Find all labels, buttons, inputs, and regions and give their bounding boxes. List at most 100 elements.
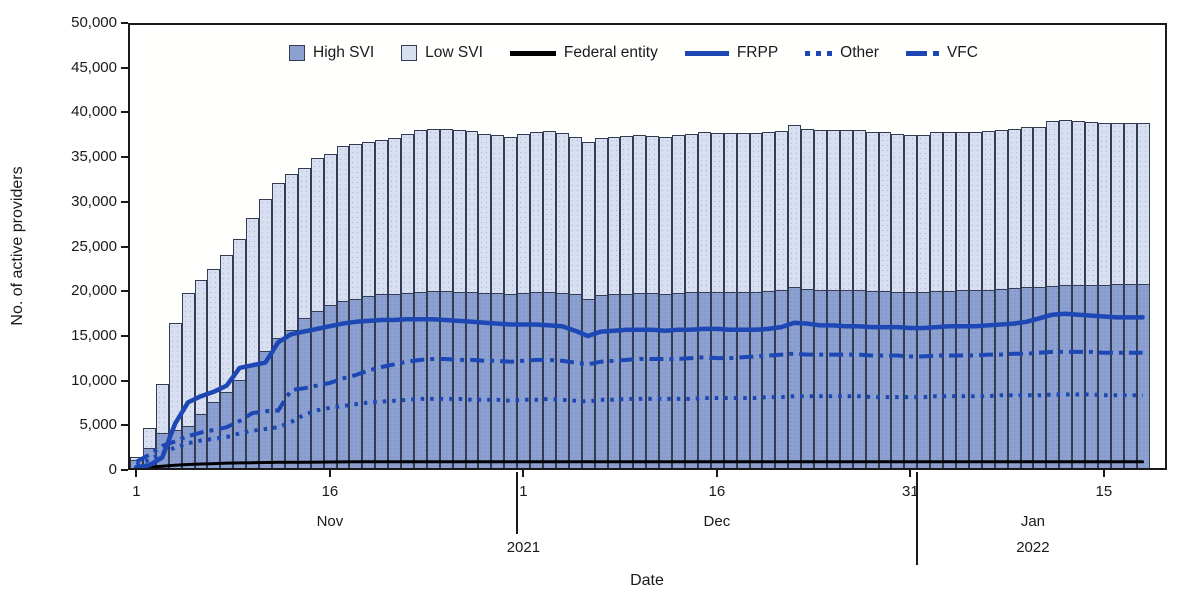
bar-day-2021-12-22 bbox=[788, 125, 802, 468]
legend-item-other: Other bbox=[805, 44, 879, 62]
bar-high-segment bbox=[930, 290, 944, 468]
bar-day-2021-11-10 bbox=[246, 218, 260, 468]
y-tick-label: 25,000 bbox=[71, 237, 117, 255]
bar-day-2021-11-18 bbox=[349, 143, 363, 468]
bar-high-segment bbox=[697, 291, 711, 468]
y-tick-label: 20,000 bbox=[71, 282, 117, 300]
bar-high-segment bbox=[504, 293, 518, 468]
bar-day-2021-12-30 bbox=[891, 134, 905, 468]
bar-day-2021-12-11 bbox=[646, 135, 660, 468]
bar-day-2022-01-05 bbox=[968, 132, 982, 468]
bar-day-2021-12-04 bbox=[555, 133, 569, 468]
bar-high-segment bbox=[1110, 283, 1124, 468]
bar-high-segment bbox=[568, 294, 582, 468]
bar-day-2022-01-17 bbox=[1123, 123, 1137, 468]
bar-high-segment bbox=[1033, 287, 1047, 468]
bar-high-segment bbox=[375, 294, 389, 468]
year-label: 2022 bbox=[1016, 539, 1050, 556]
bar-day-2021-12-26 bbox=[839, 129, 853, 468]
bar-day-2021-11-15 bbox=[310, 157, 324, 468]
x-tick-label: 16 bbox=[708, 483, 726, 500]
year-label: 2021 bbox=[506, 539, 541, 556]
y-tick-label: 5,000 bbox=[79, 416, 117, 434]
bar-day-2021-11-04 bbox=[168, 322, 182, 468]
bar-high-segment bbox=[801, 289, 815, 468]
bar-day-2022-01-02 bbox=[930, 132, 944, 468]
bar-day-2021-12-20 bbox=[762, 132, 776, 468]
bar-high-segment bbox=[594, 295, 608, 468]
plot-area bbox=[128, 23, 1167, 470]
bar-day-2021-12-27 bbox=[852, 130, 866, 468]
bar-day-2021-11-28 bbox=[478, 134, 492, 468]
bar-day-2021-12-01 bbox=[517, 134, 531, 468]
bar-day-2021-12-03 bbox=[543, 131, 556, 468]
bar-day-2021-11-09 bbox=[233, 239, 247, 468]
bar-day-2021-11-02 bbox=[142, 428, 156, 468]
y-tick-label: 50,000 bbox=[71, 14, 117, 31]
bar-high-segment bbox=[1123, 283, 1137, 468]
y-tick-label: 35,000 bbox=[71, 148, 117, 166]
bar-day-2022-01-14 bbox=[1085, 121, 1098, 468]
bar-high-segment bbox=[452, 291, 466, 468]
bar-day-2021-11-23 bbox=[413, 130, 427, 468]
y-tick bbox=[121, 469, 128, 471]
month-label: Dec bbox=[703, 513, 731, 530]
bar-day-2021-12-02 bbox=[530, 132, 543, 468]
bar-high-segment bbox=[491, 292, 505, 468]
bar-day-2021-11-21 bbox=[388, 137, 402, 468]
bar-high-segment bbox=[181, 425, 195, 468]
bar-high-segment bbox=[620, 293, 634, 468]
bar-high-segment bbox=[659, 293, 673, 468]
y-tick-label: 0 bbox=[108, 461, 117, 478]
bar-day-2021-11-16 bbox=[323, 153, 337, 468]
bar-high-segment bbox=[684, 291, 698, 468]
bar-high-segment bbox=[207, 401, 221, 468]
legend-item-frpp: FRPP bbox=[684, 44, 778, 62]
y-tick-label: 30,000 bbox=[71, 192, 117, 210]
bar-day-2021-12-17 bbox=[723, 133, 737, 468]
bar-high-segment bbox=[1097, 284, 1111, 468]
bar-high-segment bbox=[142, 447, 156, 468]
y-tick-label: 10,000 bbox=[71, 371, 117, 389]
bar-high-segment bbox=[439, 290, 453, 468]
bar-high-segment bbox=[426, 290, 440, 468]
x-tick bbox=[135, 470, 138, 477]
legend-item-low-svi: Low SVI bbox=[401, 44, 483, 62]
bar-high-segment bbox=[943, 290, 956, 468]
y-tick bbox=[121, 156, 128, 159]
bar-day-2021-11-26 bbox=[452, 129, 466, 468]
bar-high-segment bbox=[130, 460, 143, 468]
bar-day-2022-01-08 bbox=[1007, 128, 1021, 468]
bar-day-2021-12-23 bbox=[801, 128, 815, 468]
legend-label: High SVI bbox=[313, 44, 375, 61]
low-svi-swatch bbox=[401, 45, 418, 61]
bar-day-2021-12-12 bbox=[659, 136, 673, 468]
bar-high-segment bbox=[839, 289, 853, 468]
bar-high-segment bbox=[762, 290, 776, 468]
bar-day-2021-11-07 bbox=[207, 268, 221, 468]
bar-high-segment bbox=[672, 292, 685, 468]
bar-high-segment bbox=[155, 433, 169, 468]
dashdot-blue-line-swatch bbox=[905, 50, 939, 56]
bar-high-segment bbox=[555, 292, 569, 468]
bar-day-2021-11-01 bbox=[130, 457, 143, 468]
year-separator-line bbox=[515, 472, 518, 534]
bar-high-segment bbox=[284, 329, 298, 468]
bar-day-2021-11-03 bbox=[155, 383, 169, 468]
bar-high-segment bbox=[1085, 284, 1098, 468]
legend-label: VFC bbox=[946, 44, 978, 61]
bar-day-2021-12-08 bbox=[607, 136, 621, 468]
bar-high-segment bbox=[956, 289, 969, 468]
bar-high-segment bbox=[220, 391, 234, 468]
bar-high-segment bbox=[246, 365, 260, 468]
legend: High SVI Low SVI Federal entity FRPP Oth… bbox=[289, 44, 978, 62]
bar-day-2021-12-18 bbox=[736, 133, 750, 468]
bar-day-2022-01-18 bbox=[1136, 123, 1150, 468]
bar-high-segment bbox=[543, 291, 556, 468]
solid-blue-line-swatch bbox=[684, 50, 729, 56]
x-tick bbox=[909, 470, 912, 477]
bar-high-segment bbox=[1020, 287, 1034, 468]
bar-high-segment bbox=[323, 305, 337, 468]
bar-high-segment bbox=[852, 289, 866, 468]
bar-day-2022-01-12 bbox=[1059, 119, 1073, 468]
